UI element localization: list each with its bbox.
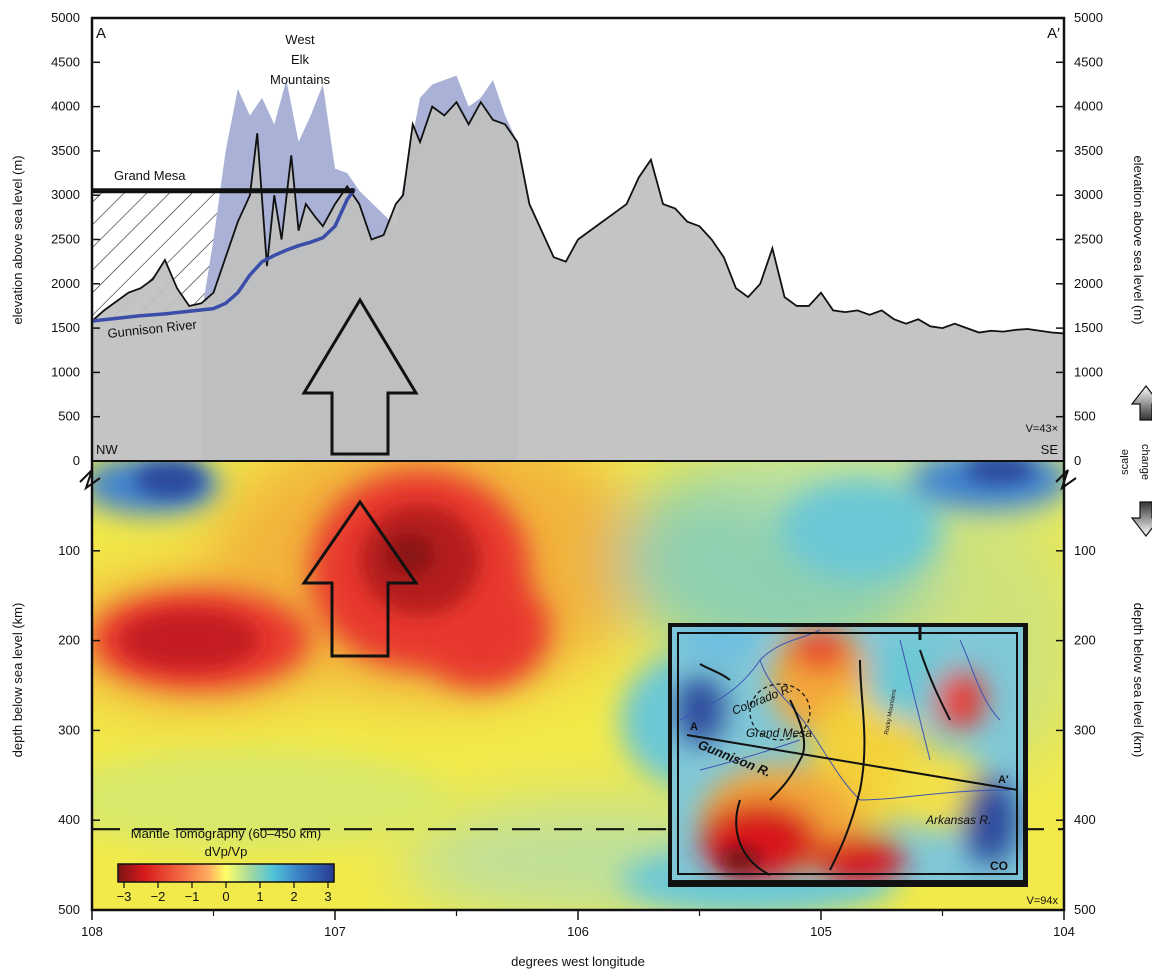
y-tick-label-lower-left: 100	[58, 543, 80, 558]
y-tick-label-upper-right: 1500	[1074, 320, 1103, 335]
y-tick-label-upper-right: 4000	[1074, 99, 1103, 114]
label-change: change	[1139, 444, 1151, 480]
label-scale: scale	[1119, 449, 1131, 475]
y-tick-label-upper-left: 3000	[51, 187, 80, 202]
y-tick-label-upper-right: 1000	[1074, 364, 1103, 379]
inset-label-a-prime: A′	[998, 774, 1009, 786]
axis-break-right	[1055, 469, 1077, 491]
colorbar-tick-label: −2	[151, 889, 166, 904]
label-v-upper: V=43×	[1026, 423, 1058, 435]
y-tick-label-upper-left: 4500	[51, 54, 80, 69]
label-west-elk-1: West	[285, 32, 315, 47]
y-tick-label-upper-left: 2500	[51, 232, 80, 247]
gunnison-river-profile	[91, 188, 356, 323]
inset-logo: CO	[990, 859, 1008, 873]
inset-map: Colorado R. Grand Mesa Gunnison R. Arkan…	[668, 623, 1028, 887]
uplift-arrow-lower	[301, 499, 419, 658]
colorbar-tick-label: 0	[222, 889, 229, 904]
label-west-elk-3: Mountains	[270, 72, 330, 87]
label-west-elk-2: Elk	[291, 52, 310, 67]
colorbar-tick-label: 1	[256, 889, 263, 904]
y-tick-label-upper-right: 500	[1074, 409, 1096, 424]
colorbar-gradient	[117, 863, 335, 883]
y-tick-label-upper-right: 3500	[1074, 143, 1103, 158]
scale-change-icon	[1130, 385, 1152, 537]
y-tick-label-lower-left: 300	[58, 722, 80, 737]
y-tick-label-lower-right: 100	[1074, 543, 1096, 558]
colorbar-tick-label: 2	[290, 889, 297, 904]
y-tick-label-upper-left: 1500	[51, 320, 80, 335]
y-tick-label-upper-right: 2500	[1074, 232, 1103, 247]
y-tick-label-upper-left: 4000	[51, 99, 80, 114]
label-v-lower: V=94x	[1027, 895, 1059, 907]
label-a: A	[96, 25, 106, 42]
x-tick-label: 105	[810, 924, 832, 939]
y-axis-label-lower-left: depth below sea level (km)	[10, 603, 25, 758]
y-tick-label-lower-right: 500	[1074, 902, 1096, 917]
colorbar-title-1: Mantle Tomography (60–450 km)	[131, 826, 322, 841]
y-tick-label-upper-left: 5000	[51, 10, 80, 25]
x-tick-label: 107	[324, 924, 346, 939]
colorbar-tick-label: −3	[117, 889, 132, 904]
y-tick-label-upper-right: 5000	[1074, 10, 1103, 25]
y-tick-label-upper-left: 500	[58, 409, 80, 424]
inset-grand-mesa: Grand Mesa	[746, 726, 812, 740]
x-tick-label: 106	[567, 924, 589, 939]
y-tick-label-upper-right: 3000	[1074, 187, 1103, 202]
colorbar-title-2: dVp/Vp	[205, 844, 248, 859]
y-tick-label-upper-left: 1000	[51, 364, 80, 379]
uplift-arrow-upper	[301, 297, 419, 456]
y-tick-label-upper-right: 2000	[1074, 276, 1103, 291]
colorbar: Mantle Tomography (60–450 km) dVp/Vp −3 −…	[117, 826, 335, 904]
inset-arkansas-river: Arkansas R.	[925, 813, 991, 827]
y-tick-label-lower-left: 400	[58, 812, 80, 827]
y-axis-label-upper-right: elevation above sea level (m)	[1131, 155, 1146, 324]
axis-break-left	[79, 469, 101, 491]
x-axis-label: degrees west longitude	[511, 954, 645, 969]
label-se: SE	[1041, 442, 1059, 457]
x-tick-label: 104	[1053, 924, 1075, 939]
y-axis-label-upper-left: elevation above sea level (m)	[10, 155, 25, 324]
topography-line	[91, 100, 1065, 335]
colorbar-tick-label: 3	[324, 889, 331, 904]
y-tick-label-upper-right: 0	[1074, 453, 1081, 468]
x-tick-label: 108	[81, 924, 103, 939]
y-tick-label-lower-right: 400	[1074, 812, 1096, 827]
label-grand-mesa: Grand Mesa	[114, 168, 186, 183]
y-tick-label-upper-left: 2000	[51, 276, 80, 291]
y-tick-label-upper-left: 3500	[51, 143, 80, 158]
y-tick-label-upper-right: 4500	[1074, 54, 1103, 69]
inset-label-a: A	[690, 721, 698, 733]
y-tick-label-lower-left: 200	[58, 633, 80, 648]
y-tick-label-lower-right: 300	[1074, 722, 1096, 737]
y-tick-label-lower-right: 200	[1074, 633, 1096, 648]
y-axis-label-lower-right: depth below sea level (km)	[1131, 603, 1146, 758]
colorbar-tick-label: −1	[185, 889, 200, 904]
y-tick-label-lower-left: 500	[58, 902, 80, 917]
label-nw: NW	[96, 442, 118, 457]
topography-area	[92, 102, 1064, 462]
label-a-prime: A′	[1047, 25, 1060, 42]
y-tick-label-upper-left: 0	[73, 453, 80, 468]
